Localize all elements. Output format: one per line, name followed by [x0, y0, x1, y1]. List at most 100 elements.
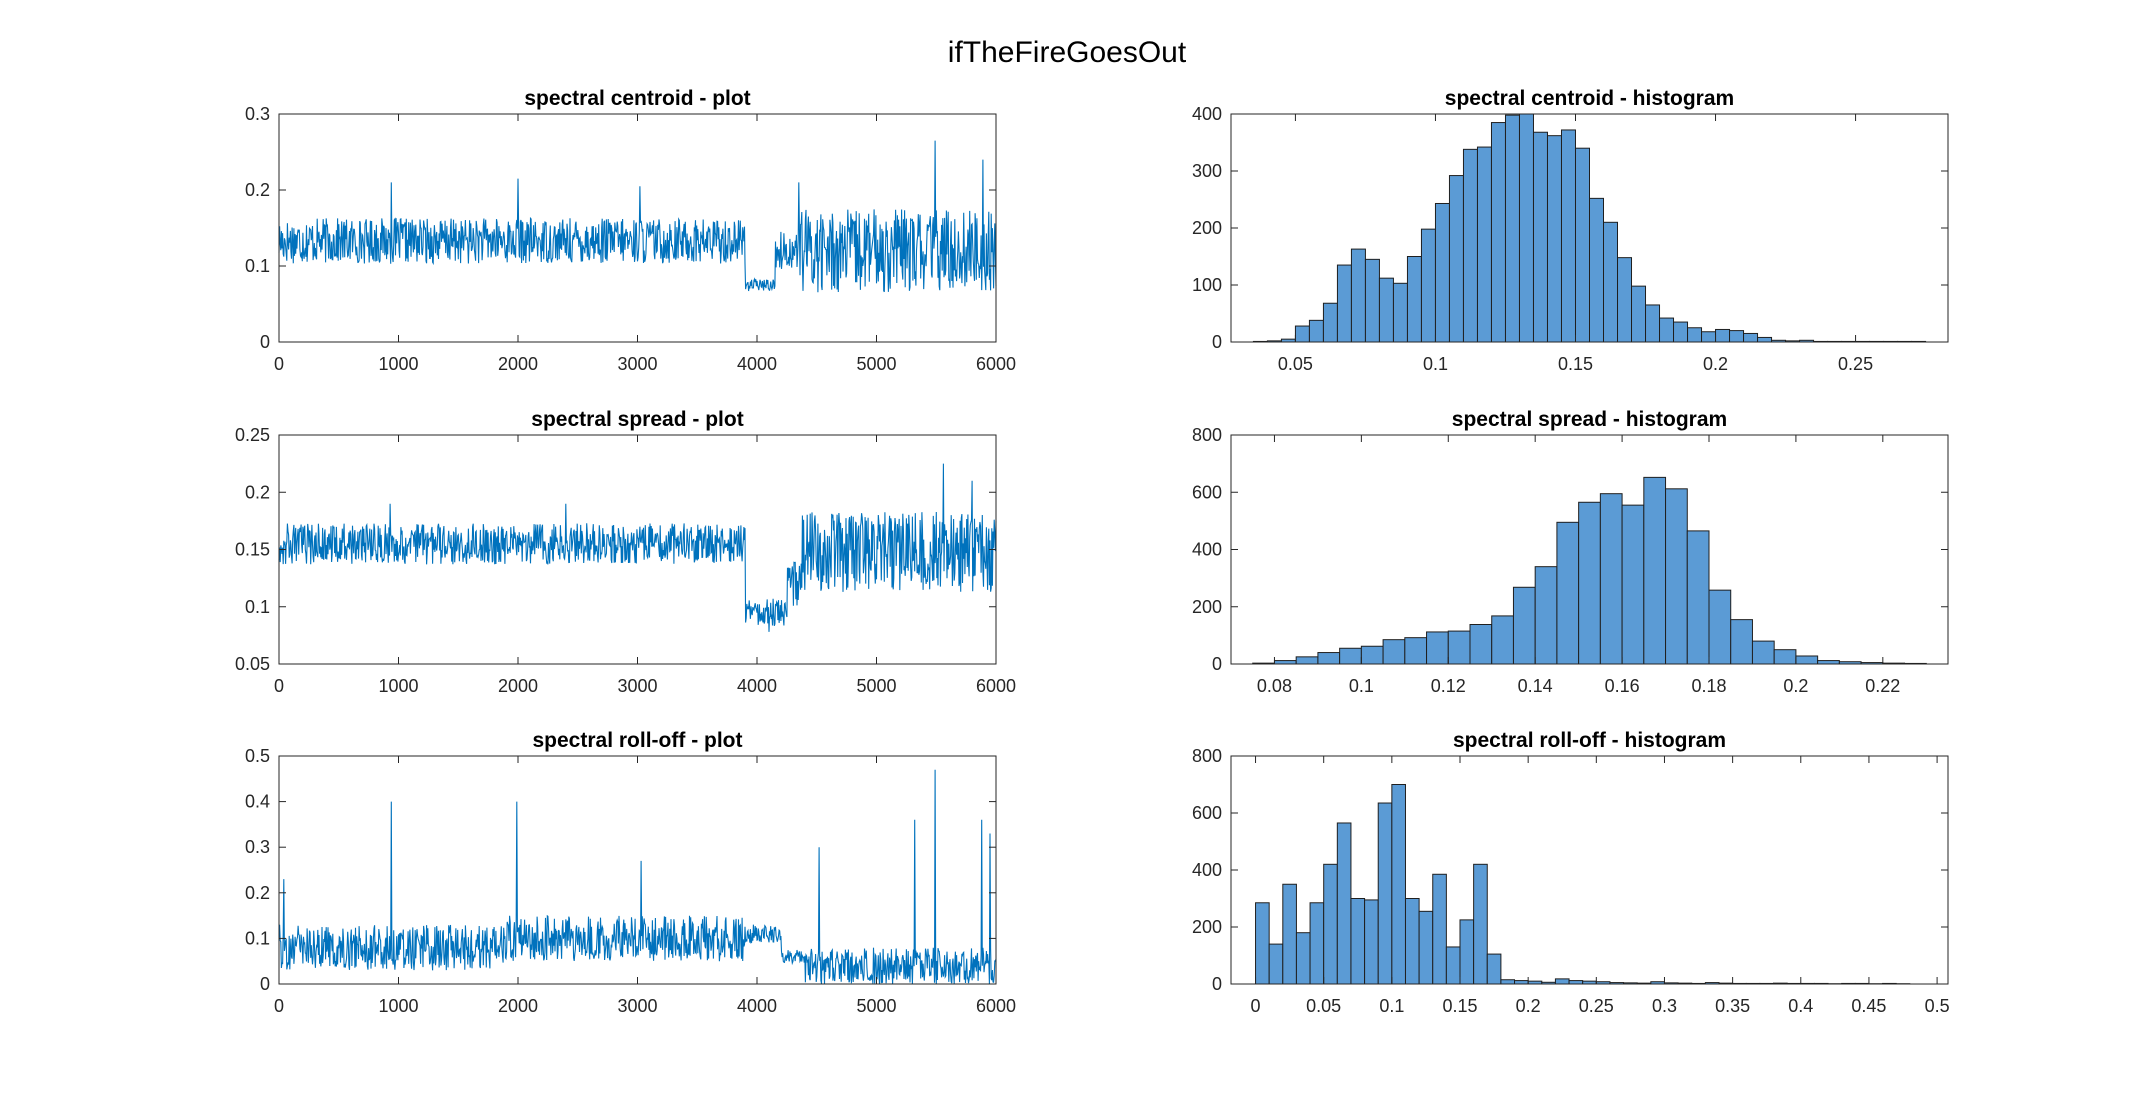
- x-tick-label: 0.05: [1278, 354, 1313, 374]
- histogram-bar: [1512, 586, 1536, 665]
- histogram-bar: [1350, 898, 1366, 985]
- x-tick-label: 0: [274, 354, 284, 374]
- x-tick-label: 0.4: [1788, 996, 1813, 1016]
- histogram-bar: [1500, 979, 1516, 985]
- y-tick-label: 200: [1192, 917, 1222, 937]
- plot-content: [278, 463, 997, 632]
- x-tick-label: 0.22: [1865, 676, 1900, 696]
- figure-title: ifTheFireGoesOut: [947, 36, 1187, 69]
- y-tick-label: 0.1: [245, 928, 270, 948]
- histogram-bar: [1757, 336, 1773, 343]
- histogram-bar: [1730, 619, 1753, 665]
- x-tick-label: 6000: [976, 676, 1016, 696]
- y-tick-label: 0.2: [245, 180, 270, 200]
- histogram-bar: [1462, 148, 1478, 343]
- histogram-bar: [1514, 980, 1529, 985]
- histogram-bar: [1665, 488, 1688, 665]
- x-tick-label: 0.1: [1379, 996, 1404, 1016]
- axes-1: 0 1000 2000 3000 4000 5000 6000 0.05 0.1 0.15 0.2 0…: [235, 408, 1016, 696]
- histogram-bar: [1426, 631, 1449, 665]
- histogram-bar: [1476, 146, 1492, 343]
- histogram-bar: [1473, 863, 1488, 985]
- histogram-bar: [1575, 147, 1590, 343]
- histogram-bar: [1317, 652, 1341, 665]
- x-tick-label: 0.15: [1442, 996, 1477, 1016]
- plot-content: [1255, 784, 1911, 985]
- x-tick-label: 0.16: [1605, 676, 1640, 696]
- histogram-bar: [1673, 321, 1689, 343]
- histogram-bar: [1504, 114, 1520, 343]
- histogram-bar: [1364, 258, 1380, 343]
- axes-4: 0.08 0.1 0.12 0.14 0.16 0.18 0.2 0.22 0 200 400 600…: [1192, 408, 1949, 696]
- histogram-bar: [1434, 202, 1450, 343]
- histogram-bar: [1382, 639, 1406, 665]
- y-tick-label: 200: [1192, 218, 1222, 238]
- x-tick-label: 1000: [378, 354, 418, 374]
- y-tick-label: 0.3: [245, 104, 270, 124]
- histogram-bar: [1350, 248, 1366, 343]
- y-tick-label: 400: [1192, 104, 1222, 124]
- histogram-bar: [1631, 285, 1647, 343]
- x-tick-label: 0.5: [1925, 996, 1950, 1016]
- y-tick-label: 800: [1192, 425, 1222, 445]
- histogram-bar: [1795, 655, 1819, 665]
- y-tick-label: 600: [1192, 803, 1222, 823]
- histogram-bar: [1268, 943, 1284, 985]
- axes-5: 0 0.05 0.1 0.15 0.2 0.25 0.3 0.35 0.4 0.45 0.5 0 200…: [1192, 729, 1950, 1016]
- x-tick-label: 0.12: [1431, 676, 1466, 696]
- histogram-bar: [1360, 645, 1384, 665]
- x-tick-label: 4000: [737, 996, 777, 1016]
- y-tick-label: 800: [1192, 746, 1222, 766]
- x-tick-label: 3000: [617, 996, 657, 1016]
- histogram-bar: [1701, 331, 1717, 343]
- histogram-bar: [1589, 197, 1604, 343]
- axes-title: spectral centroid - plot: [524, 87, 750, 110]
- x-tick-label: 1000: [378, 676, 418, 696]
- x-tick-label: 0: [274, 676, 284, 696]
- x-tick-label: 3000: [617, 354, 657, 374]
- histogram-bar: [1432, 873, 1447, 985]
- histogram-bar: [1364, 899, 1379, 985]
- histogram-bar: [1339, 647, 1362, 665]
- x-tick-label: 0.35: [1715, 996, 1750, 1016]
- histogram-bar: [1773, 649, 1797, 665]
- x-tick-label: 0.45: [1851, 996, 1886, 1016]
- x-tick-label: 0: [1251, 996, 1261, 1016]
- histogram-bar: [1420, 228, 1436, 343]
- histogram-bar: [1448, 175, 1464, 343]
- histogram-bar: [1459, 919, 1475, 985]
- axes-title: spectral spread - histogram: [1452, 408, 1727, 431]
- y-tick-label: 0.2: [245, 482, 270, 502]
- histogram-bar: [1308, 319, 1324, 343]
- histogram-bar: [1554, 978, 1570, 985]
- x-tick-label: 6000: [976, 354, 1016, 374]
- histogram-bar: [1294, 325, 1310, 343]
- y-tick-label: 0: [260, 332, 270, 352]
- plot-area: [279, 114, 996, 342]
- histogram-bar: [1282, 883, 1297, 985]
- y-tick-label: 0.1: [245, 256, 270, 276]
- histogram-bar: [1751, 640, 1775, 665]
- histogram-bar: [1273, 660, 1297, 665]
- histogram-bar: [1447, 630, 1471, 665]
- histogram-bar: [1659, 317, 1675, 343]
- axes-title: spectral roll-off - histogram: [1453, 729, 1726, 752]
- y-tick-label: 0.3: [245, 837, 270, 857]
- x-tick-label: 0.2: [1703, 354, 1728, 374]
- x-tick-label: 2000: [498, 676, 538, 696]
- histogram-bar: [1687, 327, 1703, 343]
- x-tick-label: 0.25: [1579, 996, 1614, 1016]
- histogram-bar: [1295, 656, 1319, 665]
- x-tick-label: 2000: [498, 996, 538, 1016]
- data-series-line: [278, 463, 997, 632]
- histogram-bar: [1469, 624, 1493, 665]
- y-tick-label: 400: [1192, 860, 1222, 880]
- histogram-bar: [1392, 282, 1408, 343]
- y-tick-label: 0.15: [235, 540, 270, 560]
- histogram-bar: [1404, 898, 1420, 985]
- y-tick-label: 0: [1212, 332, 1222, 352]
- histogram-bar: [1603, 221, 1618, 343]
- histogram-bar: [1560, 129, 1576, 343]
- histogram-bar: [1377, 802, 1393, 985]
